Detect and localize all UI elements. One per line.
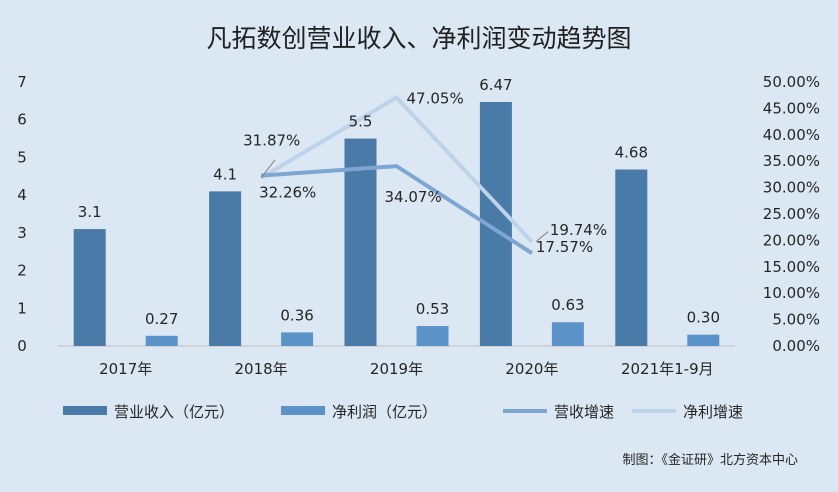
bar-value-label: 0.30 (687, 309, 720, 327)
y-tick-label: 6 (17, 111, 27, 129)
legend: 营业收入（亿元） 净利润（亿元） 营收增速 净利增速 (63, 403, 743, 421)
credit-text: 制图：《金证研》北方资本中心 (622, 452, 798, 468)
y-tick-label: 7 (17, 73, 27, 91)
y2-tick-label: 25.00% (763, 205, 820, 223)
bar-value-label: 6.47 (479, 76, 512, 94)
legend-label: 净利增速 (683, 403, 743, 421)
y-tick-label: 5 (17, 148, 27, 166)
bar (209, 191, 242, 346)
legend-swatch (63, 406, 107, 415)
legend-label: 营业收入（亿元） (114, 403, 234, 421)
series-line (260, 164, 533, 255)
line-value-label: 17.57% (536, 238, 593, 256)
y2-tick-label: 35.00% (763, 152, 820, 170)
data-labels: 3.1 4.1 5.5 6.47 4.68 0.27 0.36 0.53 0.63 0.30 32.… (78, 76, 720, 328)
y2-tick-label: 40.00% (763, 126, 820, 144)
line-value-label: 32.26% (259, 184, 316, 202)
bar (281, 332, 314, 346)
bar-value-label: 0.53 (416, 300, 449, 318)
lines (260, 95, 534, 255)
legend-label: 营收增速 (554, 403, 614, 421)
x-tick-label: 2020年 (505, 360, 558, 378)
x-tick-label: 2018年 (235, 360, 288, 378)
bar (344, 138, 377, 346)
bar-value-label: 5.5 (349, 113, 373, 131)
bar-value-label: 0.63 (551, 296, 584, 314)
bar (73, 229, 106, 346)
bar-value-label: 4.1 (213, 165, 237, 183)
bar (615, 169, 648, 346)
bar (145, 335, 178, 346)
line-value-label: 31.87% (243, 132, 300, 150)
y2-tick-label: 15.00% (763, 258, 820, 276)
y2-tick-label: 10.00% (763, 284, 820, 302)
y2-tick-label: 20.00% (763, 231, 820, 249)
y-tick-label: 2 (17, 262, 27, 280)
axes: 0 1 2 3 4 5 6 7 0.00% 5.00% 10.00% 15.00% 20.00% 25.0… (17, 73, 820, 378)
chart-title: 凡拓数创营业收入、净利润变动趋势图 (206, 24, 631, 53)
line-value-label: 34.07% (385, 188, 442, 206)
y-tick-label: 4 (17, 186, 27, 204)
bar-value-label: 4.68 (615, 143, 648, 161)
y2-tick-label: 0.00% (772, 337, 820, 355)
line-value-label: 19.74% (550, 221, 607, 239)
line-value-label: 47.05% (407, 90, 464, 108)
legend-swatch (281, 406, 325, 415)
y2-tick-label: 5.00% (772, 311, 820, 329)
bars (73, 101, 720, 346)
series-line (260, 95, 534, 244)
bar (687, 334, 720, 346)
y-tick-label: 3 (17, 224, 27, 242)
x-tick-label: 2019年 (370, 360, 423, 378)
y-tick-label: 0 (17, 337, 27, 355)
bar (416, 326, 449, 346)
leader-line (260, 159, 276, 179)
y2-tick-label: 45.00% (763, 99, 820, 117)
legend-label: 净利润（亿元） (332, 403, 437, 421)
y2-tick-label: 30.00% (763, 179, 820, 197)
x-tick-label: 2017年 (99, 360, 152, 378)
bar-value-label: 0.27 (145, 310, 178, 328)
leader-line (535, 231, 549, 243)
bar-value-label: 0.36 (280, 306, 313, 324)
bar (551, 322, 584, 346)
x-tick-label: 2021年1-9月 (621, 360, 714, 378)
y-tick-label: 1 (17, 299, 27, 317)
y2-tick-label: 50.00% (763, 73, 820, 91)
bar-value-label: 3.1 (78, 203, 102, 221)
